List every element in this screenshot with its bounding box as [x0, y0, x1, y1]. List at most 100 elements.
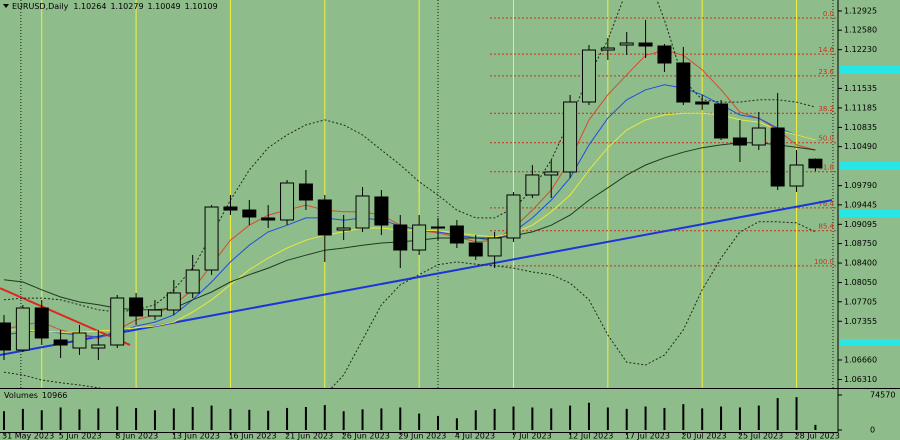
indicator-line: [3, 221, 816, 388]
candle-body: [242, 209, 257, 218]
x-tick-label: 29 Jun 2023: [398, 432, 446, 440]
x-tick-label: 25 Jul 2023: [738, 432, 783, 440]
x-tick-label: 28 Jul 2023: [795, 432, 840, 440]
y-tick-label: 1.12925: [844, 6, 877, 15]
x-tick-label: 8 Jun 2023: [115, 432, 158, 440]
fibo-label: 50.0: [818, 135, 834, 143]
candle-body: [695, 101, 710, 105]
candle-body: [581, 49, 596, 103]
candle-body: [506, 194, 521, 239]
fibo-label: 76.4: [818, 200, 834, 208]
y-tick-label: 1.11185: [844, 103, 877, 112]
x-tick-label: 16 Jun 2023: [228, 432, 276, 440]
candle-body: [751, 127, 766, 146]
candle-body: [544, 171, 559, 176]
price-marker: [840, 210, 900, 217]
candle-body: [808, 158, 823, 169]
candle-body: [355, 195, 370, 229]
candle-body: [147, 309, 162, 317]
x-tick-label: 12 Jul 2023: [568, 432, 613, 440]
x-tick-label: 31 May 2023: [2, 432, 54, 440]
y-tick-label: 1.07705: [844, 297, 877, 306]
candle-body: [0, 322, 11, 351]
candle-body: [166, 292, 181, 311]
candle-body: [468, 242, 483, 257]
candle-body: [280, 182, 295, 221]
candle-body: [638, 42, 653, 47]
y-tick-label: 1.08400: [844, 259, 877, 268]
fibo-label: 85.4: [818, 223, 834, 231]
candle-body: [34, 307, 49, 339]
candle-body: [789, 164, 804, 187]
y-tick-label: 1.12580: [844, 26, 877, 35]
x-tick-label: 21 Jun 2023: [285, 432, 333, 440]
x-tick-label: 20 Jul 2023: [681, 432, 726, 440]
chart-title: EURUSD,Daily: [12, 2, 69, 11]
fibo-label: 38.2: [818, 105, 834, 113]
volume-tick-label: 74570: [870, 391, 895, 400]
candle-body: [261, 217, 276, 221]
x-tick-label: 4 Jul 2023: [455, 432, 495, 440]
high-price: 1.10279: [110, 2, 143, 11]
close-price: 1.10109: [185, 2, 218, 11]
y-tick-label: 1.06660: [844, 355, 877, 364]
x-tick-label: 7 Jul 2023: [511, 432, 551, 440]
plot-area: 0.0 14.6 23.6 38.2 50.0 61.8 76.4 85.4 100.0: [0, 0, 838, 388]
x-tick-label: 13 Jun 2023: [172, 432, 220, 440]
open-price: 1.10264: [73, 2, 106, 11]
y-tick-label: 1.09790: [844, 181, 877, 190]
candle-body: [676, 62, 691, 103]
indicator-line: [4, 112, 816, 333]
candle-body: [563, 101, 578, 173]
candle-body: [317, 199, 332, 236]
y-tick-label: 1.10490: [844, 142, 877, 151]
candle-body: [525, 174, 540, 196]
candle-body: [91, 344, 106, 349]
candle-body: [732, 137, 747, 146]
candle-body: [487, 237, 502, 257]
volume-pane: [3, 397, 817, 430]
volume-header: Volumes 10966: [4, 391, 67, 400]
candle-body: [374, 196, 389, 226]
candle-body: [185, 269, 200, 294]
price-marker: [840, 162, 900, 170]
candle-body: [336, 227, 351, 231]
volume-last: 10966: [42, 391, 67, 400]
candle-body: [714, 103, 729, 139]
candle-body: [298, 183, 313, 201]
candle-body: [223, 206, 238, 211]
candle-body: [53, 339, 68, 346]
x-tick-label: 26 Jun 2023: [342, 432, 390, 440]
y-tick-label: 1.10835: [844, 123, 877, 132]
candle-body: [393, 224, 408, 251]
x-tick-label: 5 Jun 2023: [59, 432, 102, 440]
trendline: [0, 199, 833, 356]
candle-body: [129, 297, 144, 317]
fibo-label: 61.8: [818, 164, 834, 172]
y-tick-label: 1.08050: [844, 278, 877, 287]
fibo-label: 14.6: [818, 46, 834, 54]
y-tick-label: 1.07355: [844, 317, 877, 326]
candle-body: [72, 332, 87, 349]
volume-title: Volumes: [4, 391, 38, 400]
candle-body: [431, 226, 446, 229]
y-tick-label: 1.09095: [844, 220, 877, 229]
candle-body: [770, 127, 785, 187]
price-marker: [840, 66, 900, 74]
candle-body: [110, 297, 125, 346]
y-tick-label: 1.09445: [844, 200, 877, 209]
low-price: 1.10049: [148, 2, 181, 11]
candle-body: [412, 224, 427, 251]
chart-header: EURUSD,Daily 1.10264 1.10279 1.10049 1.10109: [12, 2, 218, 11]
candle-body: [204, 206, 219, 271]
y-tick-label: 1.08750: [844, 239, 877, 248]
y-tick-label: 1.11535: [844, 84, 877, 93]
candle-body: [15, 307, 30, 351]
fibo-label: 23.6: [818, 68, 834, 76]
y-tick-label: 1.06310: [844, 375, 877, 384]
fibo-label: 0.0: [823, 10, 834, 18]
fibo-label: 100.0: [814, 258, 834, 266]
